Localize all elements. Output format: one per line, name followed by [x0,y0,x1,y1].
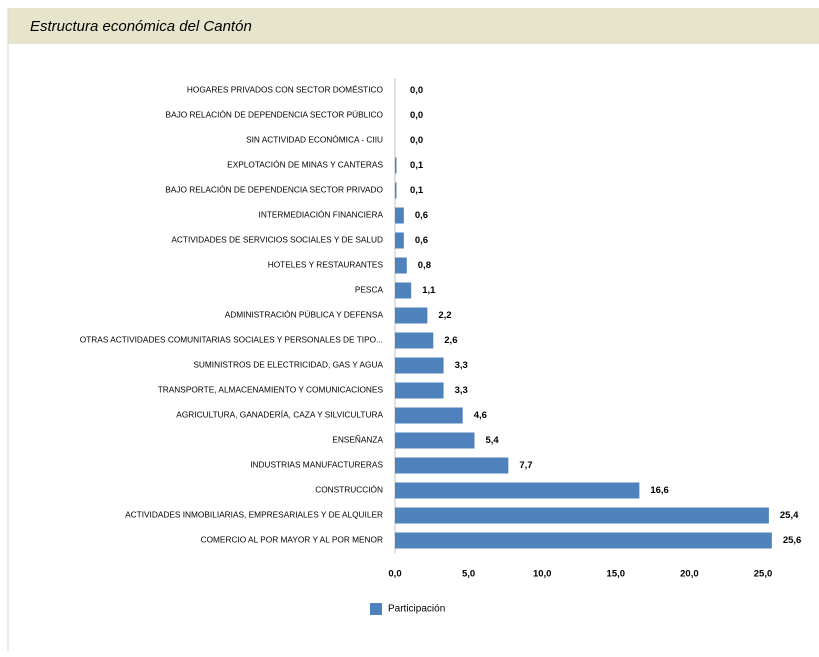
bar [395,532,772,549]
y-tick-label: BAJO RELACIÓN DE DEPENDENCIA SECTOR PRIV… [165,185,383,195]
y-tick-label: HOGARES PRIVADOS CON SECTOR DOMÉSTICO [187,85,384,95]
x-tick-label: 15,0 [607,569,626,580]
value-label: 0,0 [410,135,423,146]
y-tick-label: CONSTRUCCIÓN [315,485,383,495]
value-label: 25,4 [780,510,799,521]
bar [395,357,444,374]
value-label: 0,1 [410,185,424,196]
bar [395,232,404,249]
y-tick-label: OTRAS ACTIVIDADES COMUNITARIAS SOCIALES … [80,335,383,345]
y-tick-label: INDUSTRIAS MANUFACTURERAS [250,460,383,470]
legend-swatch [370,603,382,615]
value-label: 2,6 [444,335,457,346]
value-label: 4,6 [474,410,487,421]
y-tick-label: ACTIVIDADES INMOBILIARIAS, EMPRESARIALES… [125,510,383,520]
value-label: 3,3 [455,385,468,396]
y-tick-label: SIN ACTIVIDAD ECONÓMICA - CIIU [246,135,383,145]
x-tick-label: 25,0 [754,569,773,580]
bar [395,307,428,324]
bar [395,507,769,524]
bar [395,332,434,349]
y-tick-label: ENSEÑANZA [332,435,383,445]
bar [395,457,509,474]
value-label: 2,2 [438,310,451,321]
bar [395,207,404,224]
value-label: 0,8 [418,260,431,271]
y-tick-label: PESCA [355,285,384,295]
value-label: 16,6 [650,485,669,496]
bar [395,257,407,274]
y-tick-label: COMERCIO AL POR MAYOR Y AL POR MENOR [201,535,383,545]
value-label: 1,1 [422,285,436,296]
value-label: 0,6 [415,235,428,246]
bar [395,432,475,449]
y-tick-label: HOTELES Y RESTAURANTES [268,260,384,270]
bar [395,282,412,299]
bar [395,407,463,424]
bar [395,482,640,499]
y-tick-label: INTERMEDIACIÓN FINANCIERA [259,210,384,220]
value-label: 0,6 [415,210,428,221]
value-label: 0,0 [410,85,423,96]
y-tick-label: ADMINISTRACIÓN PÚBLICA Y DEFENSA [225,310,384,320]
bar [395,182,397,199]
x-tick-label: 10,0 [533,569,552,580]
x-tick-label: 20,0 [680,569,699,580]
y-tick-label: AGRICULTURA, GANADERÍA, CAZA Y SILVICULT… [176,410,383,420]
bar [395,382,444,399]
y-tick-label: ACTIVIDADES DE SERVICIOS SOCIALES Y DE S… [171,235,383,245]
chart-title: Estructura económica del Cantón [30,18,252,35]
y-tick-label: BAJO RELACIÓN DE DEPENDENCIA SECTOR PÚBL… [166,110,384,120]
x-tick-label: 5,0 [462,569,475,580]
y-tick-label: SUMINISTROS DE ELECTRICIDAD, GAS Y AGUA [193,360,383,370]
value-label: 7,7 [519,460,532,471]
y-tick-label: EXPLOTACIÓN DE MINAS Y CANTERAS [227,160,383,170]
value-label: 0,1 [410,160,424,171]
bar [395,157,397,174]
header-bar [8,8,819,44]
value-label: 3,3 [455,360,468,371]
value-label: 25,6 [783,535,802,546]
value-label: 5,4 [485,435,499,446]
legend-label: Participación [388,604,445,615]
value-label: 0,0 [410,110,423,121]
x-tick-label: 0,0 [388,569,401,580]
y-tick-label: TRANSPORTE, ALMACENAMIENTO Y COMUNICACIO… [158,385,384,395]
